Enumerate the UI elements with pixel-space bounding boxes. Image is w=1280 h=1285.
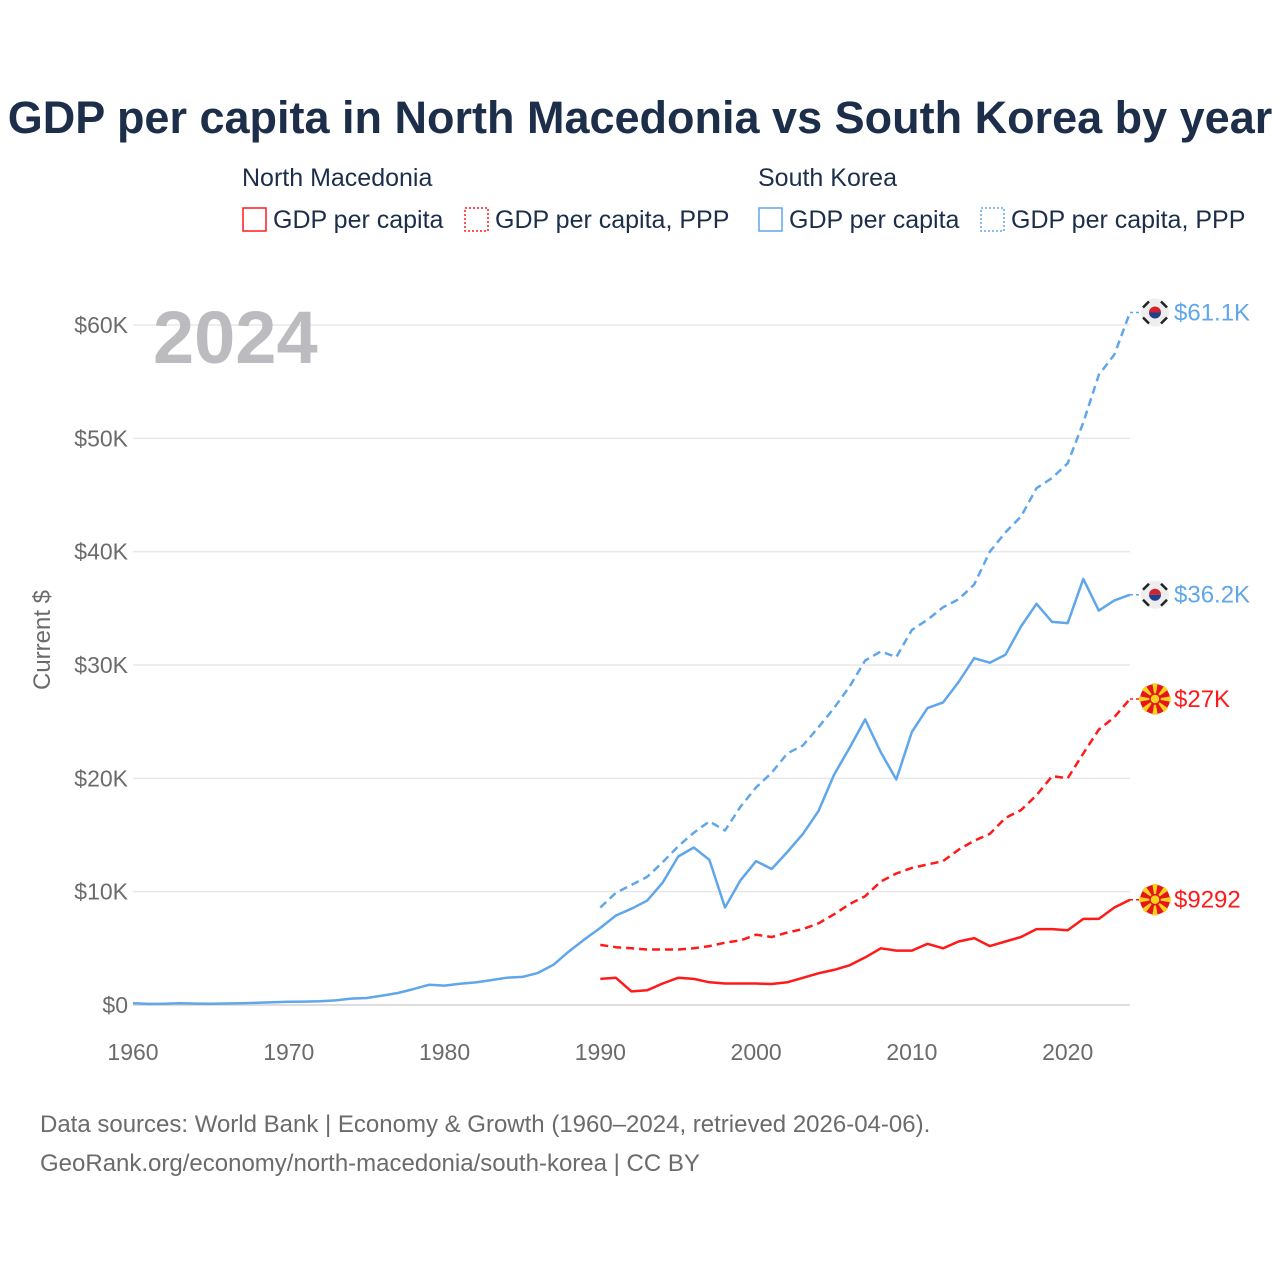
legend-label: GDP per capita — [789, 206, 960, 234]
y-tick-label: $10K — [74, 879, 128, 905]
legend-swatch-solid-red — [242, 207, 267, 232]
y-tick-label: $60K — [74, 312, 128, 338]
south-korea-flag-icon — [1141, 580, 1169, 609]
legend-group-north-macedonia: North Macedonia — [242, 164, 432, 192]
gridlines — [133, 324, 1130, 1006]
y-tick-label: $30K — [74, 652, 128, 678]
x-axis-ticks: 1960 1970 1980 1990 2000 2010 2020 — [107, 1039, 1093, 1065]
legend-item-nm-gdp-ppp[interactable]: GDP per capita, PPP — [464, 206, 729, 234]
legend: North Macedonia South Korea GDP per capi… — [242, 164, 1245, 234]
footer-link[interactable]: GeoRank.org/economy/north-macedonia/sout… — [40, 1150, 700, 1177]
legend-item-kr-gdp[interactable]: GDP per capita — [758, 206, 960, 234]
legend-label: GDP per capita, PPP — [1011, 206, 1245, 234]
end-labels: $61.1K $36.2K $27K $9292 — [1130, 298, 1250, 916]
y-tick-label: $40K — [74, 539, 128, 565]
x-tick-label: 2000 — [731, 1039, 782, 1065]
y-tick-label: $20K — [74, 765, 128, 791]
footer-sources: Data sources: World Bank | Economy & Gro… — [40, 1111, 930, 1138]
legend-group-south-korea: South Korea — [758, 164, 897, 192]
north-macedonia-flag-icon — [1139, 883, 1171, 916]
south-korea-gdp-per-capita-ppp-line — [599, 312, 1132, 909]
x-tick-label: 2020 — [1042, 1039, 1093, 1065]
end-value-label: $36.2K — [1174, 582, 1250, 609]
y-axis-title: Current $ — [29, 590, 56, 690]
legend-swatch-dotted-red — [464, 207, 489, 232]
x-tick-label: 1980 — [419, 1039, 470, 1065]
y-tick-label: $50K — [74, 425, 128, 451]
north-macedonia-flag-icon — [1139, 683, 1171, 715]
x-tick-label: 2010 — [886, 1039, 937, 1065]
legend-label: GDP per capita — [273, 206, 444, 234]
y-axis-ticks: $0 $10K $20K $30K $40K $50K $60K — [74, 312, 128, 1018]
south-korea-gdp-per-capita-line — [132, 577, 1131, 1006]
legend-item-nm-gdp[interactable]: GDP per capita — [242, 206, 444, 234]
end-value-label: $9292 — [1174, 887, 1241, 914]
legend-item-kr-gdp-ppp[interactable]: GDP per capita, PPP — [980, 206, 1245, 234]
north-macedonia-gdp-per-capita-line — [600, 898, 1131, 993]
south-korea-flag-icon — [1141, 298, 1169, 327]
end-value-label: $61.1K — [1174, 300, 1250, 327]
y-tick-label: $0 — [102, 992, 128, 1018]
year-overlay: 2024 — [153, 296, 318, 379]
x-tick-label: 1970 — [263, 1039, 314, 1065]
series-lines — [132, 312, 1132, 1006]
legend-swatch-dotted-blue — [980, 207, 1005, 232]
end-value-label: $27K — [1174, 686, 1230, 713]
legend-label: GDP per capita, PPP — [495, 206, 729, 234]
north-macedonia-gdp-per-capita-ppp-line — [600, 698, 1131, 951]
chart-title: GDP per capita in North Macedonia vs Sou… — [8, 92, 1273, 143]
x-tick-label: 1960 — [107, 1039, 158, 1065]
x-tick-label: 1990 — [575, 1039, 626, 1065]
legend-swatch-solid-blue — [758, 207, 783, 232]
